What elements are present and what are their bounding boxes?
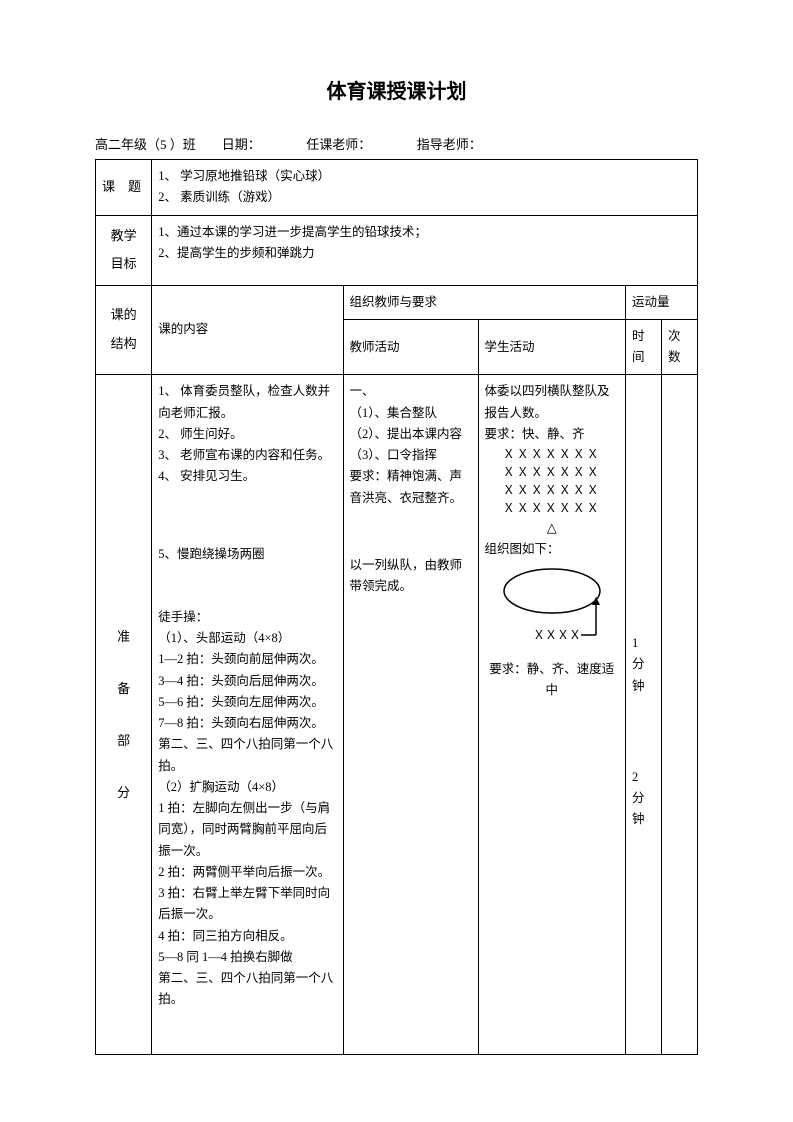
page-title: 体育课授课计划 — [95, 75, 698, 104]
content-line: 3—4 拍：头颈向后屈伸两次。 — [158, 671, 336, 692]
topic-line-2: 2、 素质训练（游戏） — [158, 187, 691, 208]
time-unit: 分 — [632, 654, 655, 675]
prep-label: 准 备 部 分 — [96, 375, 152, 1055]
formation-row: ＸＸＸＸＸＸＸ — [485, 463, 619, 481]
content-line: 4 拍：同三拍方向相反。 — [158, 926, 336, 947]
header-time: 时 间 — [625, 319, 661, 375]
header-amount: 运动量 — [625, 285, 697, 319]
triangle-icon: △ — [485, 517, 619, 539]
student-line: 要求：快、静、齐 — [485, 424, 619, 445]
content-line: 3、 老师宣布课的内容和任务。 — [158, 445, 336, 466]
prep-label-2: 备 — [102, 663, 145, 715]
header-count-2: 数 — [668, 347, 691, 368]
lesson-plan-table: 课 题 1、 学习原地推铅球（实心球） 2、 素质训练（游戏） 教学 目标 1、… — [95, 159, 698, 1055]
count-cell — [661, 375, 697, 1055]
content-line: 5、慢跑绕操场两圈 — [158, 544, 336, 565]
structure-label: 课的 结构 — [96, 285, 152, 375]
teacher-line: 一、 — [350, 381, 472, 402]
content-line: 2、 师生问好。 — [158, 424, 336, 445]
content-line: （1）、头部运动（4×8） — [158, 628, 336, 649]
teacher-line: （1）、集合整队 — [350, 403, 472, 424]
goal-line-1: 1、通过本课的学习进一步提高学生的铅球技术； — [158, 222, 691, 243]
content-line: 1、 体育委员整队，检查人数并向老师汇报。 — [158, 381, 336, 424]
time-value: 2 — [632, 767, 655, 788]
meta-line: 高二年级（5 ）班 日期： 任课老师： 指导老师： — [95, 134, 698, 153]
content-line: 1 拍：左脚向左侧出一步（与肩同宽），同时两臂胸前平屈向后振一次。 — [158, 798, 336, 862]
structure-label-2: 结构 — [102, 330, 145, 359]
header-count-1: 次 — [668, 326, 691, 347]
topic-label: 课 题 — [96, 160, 152, 216]
content-line: 2 拍：两臂侧平举向后振一次。 — [158, 862, 336, 883]
topic-cell: 1、 学习原地推铅球（实心球） 2、 素质训练（游戏） — [152, 160, 698, 216]
teacher-line: （3）、口令指挥 — [350, 445, 472, 466]
student-line: 组织图如下： — [485, 539, 619, 560]
structure-label-1: 课的 — [102, 301, 145, 330]
content-line: 5—8 同 1—4 拍换右脚做 — [158, 947, 336, 968]
goal-label: 教学 目标 — [96, 215, 152, 285]
student-line: 要求：静、齐、速度适中 — [485, 659, 619, 702]
goal-label-2: 目标 — [102, 250, 145, 279]
header-time-2: 间 — [632, 347, 655, 368]
time-value: 1 — [632, 633, 655, 654]
time-unit: 分 — [632, 788, 655, 809]
content-line: 徒手操： — [158, 607, 336, 628]
topic-line-1: 1、 学习原地推铅球（实心球） — [158, 166, 691, 187]
content-line: 5—6 拍：头颈向左屈伸两次。 — [158, 692, 336, 713]
teacher-line: （2）、提出本课内容 — [350, 424, 472, 445]
content-line: （2）扩胸运动（4×8） — [158, 777, 336, 798]
content-line: 4、 安排见习生。 — [158, 466, 336, 487]
goal-cell: 1、通过本课的学习进一步提高学生的铅球技术； 2、提高学生的步频和弹跳力 — [152, 215, 698, 285]
goal-line-2: 2、提高学生的步频和弹跳力 — [158, 243, 691, 264]
header-count: 次 数 — [661, 319, 697, 375]
header-teacher: 教师活动 — [343, 319, 478, 375]
time-unit: 钟 — [632, 809, 655, 830]
student-line: 体委以四列横队整队及报告人数。 — [485, 381, 619, 424]
student-cell: 体委以四列横队整队及报告人数。 要求：快、静、齐 ＸＸＸＸＸＸＸ ＸＸＸＸＸＸＸ… — [478, 375, 625, 1055]
content-line: 3 拍：右臂上举左臂下举同时向后振一次。 — [158, 883, 336, 926]
goal-label-1: 教学 — [102, 222, 145, 251]
time-cell: 1 分 钟 2 分 钟 — [625, 375, 661, 1055]
teacher-line: 以一列纵队，由教师带领完成。 — [350, 555, 472, 598]
teacher-line: 要求：精神饱满、声音洪亮、衣冠整齐。 — [350, 466, 472, 509]
diagram-xxxx: ＸＸＸＸ — [533, 628, 581, 642]
formation-row: ＸＸＸＸＸＸＸ — [485, 481, 619, 499]
content-cell: 1、 体育委员整队，检查人数并向老师汇报。 2、 师生问好。 3、 老师宣布课的… — [152, 375, 343, 1055]
header-student: 学生活动 — [478, 319, 625, 375]
formation-row: ＸＸＸＸＸＸＸ — [485, 499, 619, 517]
header-time-1: 时 — [632, 326, 655, 347]
formation-diagram: ＸＸＸＸ — [493, 565, 611, 655]
time-unit: 钟 — [632, 676, 655, 697]
content-line: 第二、三、四个八拍同第一个八拍。 — [158, 734, 336, 777]
teacher-cell: 一、 （1）、集合整队 （2）、提出本课内容 （3）、口令指挥 要求：精神饱满、… — [343, 375, 478, 1055]
content-line: 1—2 拍：头颈向前屈伸两次。 — [158, 649, 336, 670]
content-line: 7—8 拍：头颈向右屈伸两次。 — [158, 713, 336, 734]
prep-label-1: 准 — [102, 611, 145, 663]
formation-row: ＸＸＸＸＸＸＸ — [485, 445, 619, 463]
header-organization: 组织教师与要求 — [343, 285, 625, 319]
header-content: 课的内容 — [152, 285, 343, 375]
content-line: 第二、三、四个八拍同第一个八拍。 — [158, 968, 336, 1011]
prep-label-4: 分 — [102, 767, 145, 819]
prep-label-3: 部 — [102, 715, 145, 767]
